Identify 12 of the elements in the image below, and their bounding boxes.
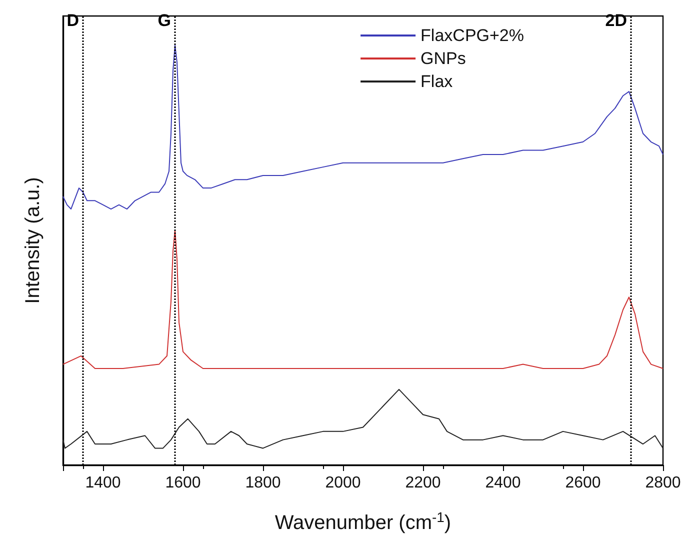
- x-tick-label: 2000: [325, 474, 361, 492]
- x-tick-label: 1600: [165, 474, 201, 492]
- legend-label: FlaxCPG+2%: [420, 26, 524, 45]
- x-tick-label: 1400: [85, 474, 121, 492]
- x-tick-label: 2800: [645, 474, 681, 492]
- x-tick-label: 1800: [245, 474, 281, 492]
- legend-label: GNPs: [420, 49, 466, 68]
- x-tick-label: 2400: [485, 474, 521, 492]
- y-axis-title: Intensity (a.u.): [22, 177, 44, 304]
- x-tick-label: 2600: [565, 474, 601, 492]
- legend-label: Flax: [420, 72, 454, 91]
- x-tick-label: 2200: [405, 474, 441, 492]
